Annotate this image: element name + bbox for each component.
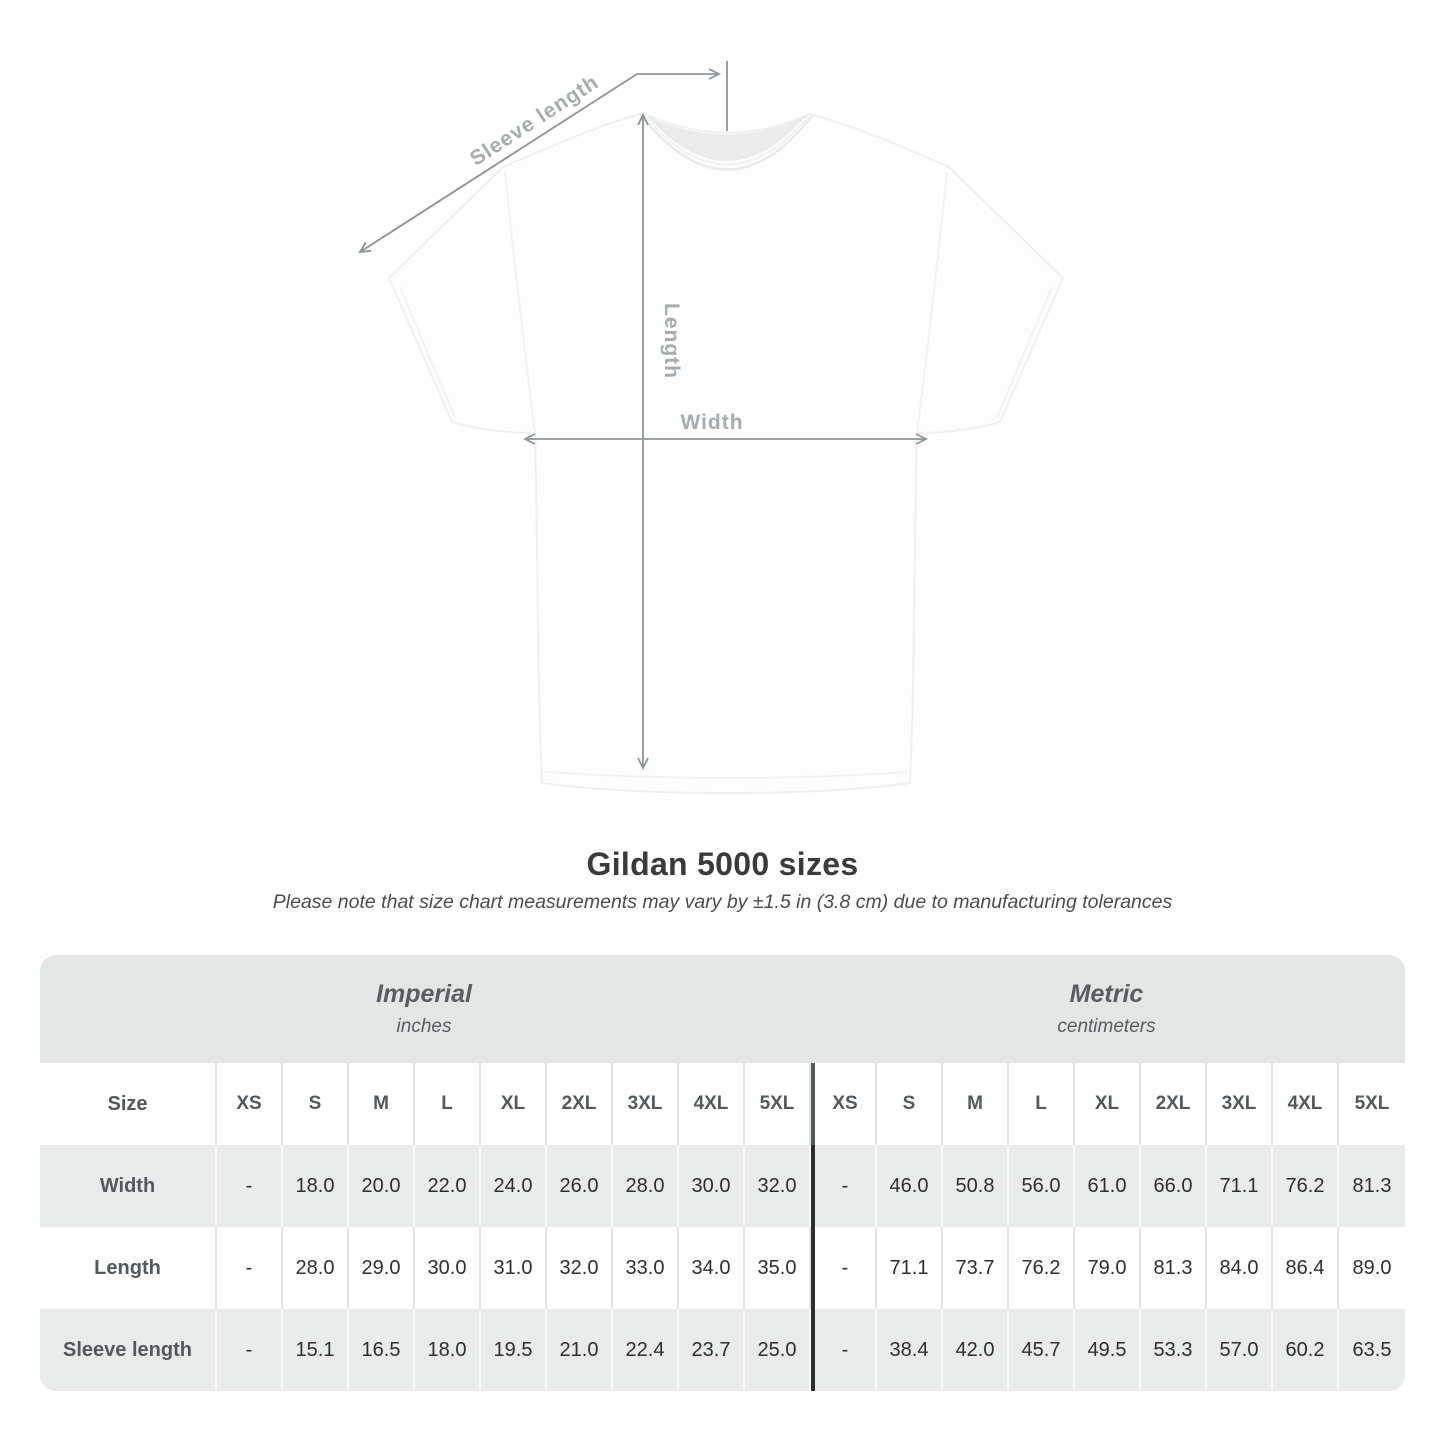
value-cell-imperial: 20.0: [349, 1145, 415, 1227]
size-column-header-imperial: 2XL: [547, 1063, 613, 1145]
value-cell-metric: 71.1: [877, 1227, 943, 1309]
value-cell-imperial: 33.0: [613, 1227, 679, 1309]
row-label: Sleeve length: [40, 1309, 217, 1391]
value-cell-metric: 84.0: [1207, 1227, 1273, 1309]
value-cell-metric: 56.0: [1009, 1145, 1075, 1227]
value-cell-metric: 63.5: [1339, 1309, 1405, 1391]
sleeve-length-dimension-line: [358, 61, 728, 254]
size-grid: Size XS S M L XL 2XL 3XL 4XL 5XL XS S M L XL 2XL 3XL 4XL 5…: [40, 1063, 1405, 1391]
tshirt-illustration: [387, 111, 1065, 795]
value-cell-metric: 61.0: [1075, 1145, 1141, 1227]
size-column-header-imperial: 4XL: [679, 1063, 745, 1145]
size-column-header-metric: XL: [1075, 1063, 1141, 1145]
imperial-group-header: Imperial inches: [40, 955, 808, 1063]
value-cell-imperial: 22.0: [415, 1145, 481, 1227]
value-cell-imperial: -: [217, 1309, 283, 1391]
size-column-header-metric: M: [943, 1063, 1009, 1145]
value-cell-imperial: -: [217, 1227, 283, 1309]
value-cell-metric: 45.7: [1009, 1309, 1075, 1391]
value-cell-imperial: 15.1: [283, 1309, 349, 1391]
unit-group-header: Imperial inches Metric centimeters: [40, 955, 1405, 1063]
value-cell-imperial: -: [217, 1145, 283, 1227]
size-table: Imperial inches Metric centimeters Size X…: [40, 955, 1405, 1391]
page-title: Gildan 5000 sizes: [586, 846, 859, 882]
value-cell-metric: 76.2: [1273, 1145, 1339, 1227]
width-label: Width: [680, 411, 743, 434]
value-cell-metric: 66.0: [1141, 1145, 1207, 1227]
imperial-group-unit: inches: [396, 1016, 452, 1037]
size-column-header-metric: 4XL: [1273, 1063, 1339, 1145]
value-cell-metric: 49.5: [1075, 1309, 1141, 1391]
value-cell-metric: 71.1: [1207, 1145, 1273, 1227]
value-cell-imperial: 32.0: [547, 1227, 613, 1309]
metric-group-unit: centimeters: [1057, 1016, 1156, 1037]
value-cell-imperial: 16.5: [349, 1309, 415, 1391]
size-column-header-metric: L: [1009, 1063, 1075, 1145]
value-cell-imperial: 18.0: [283, 1145, 349, 1227]
size-column-header-imperial: XL: [481, 1063, 547, 1145]
size-column-header-imperial: M: [349, 1063, 415, 1145]
value-cell-imperial: 28.0: [283, 1227, 349, 1309]
value-cell-imperial: 35.0: [745, 1227, 811, 1309]
value-cell-metric: 57.0: [1207, 1309, 1273, 1391]
size-header: Size: [40, 1063, 217, 1145]
value-cell-metric: 53.3: [1141, 1309, 1207, 1391]
value-cell-imperial: 32.0: [745, 1145, 811, 1227]
value-cell-metric: 89.0: [1339, 1227, 1405, 1309]
value-cell-metric: 76.2: [1009, 1227, 1075, 1309]
value-cell-metric: 81.3: [1141, 1227, 1207, 1309]
row-label: Length: [40, 1227, 217, 1309]
value-cell-metric: 42.0: [943, 1309, 1009, 1391]
size-column-header-imperial: L: [415, 1063, 481, 1145]
value-cell-imperial: 30.0: [679, 1145, 745, 1227]
value-cell-imperial: 21.0: [547, 1309, 613, 1391]
value-cell-metric: -: [811, 1145, 877, 1227]
value-cell-metric: 81.3: [1339, 1145, 1405, 1227]
value-cell-imperial: 29.0: [349, 1227, 415, 1309]
tolerance-note: Please note that size chart measurements…: [272, 891, 1173, 913]
size-column-header-imperial: 5XL: [745, 1063, 811, 1145]
value-cell-imperial: 23.7: [679, 1309, 745, 1391]
size-column-header-metric: S: [877, 1063, 943, 1145]
value-cell-metric: 79.0: [1075, 1227, 1141, 1309]
value-cell-imperial: 25.0: [745, 1309, 811, 1391]
value-cell-imperial: 28.0: [613, 1145, 679, 1227]
value-cell-imperial: 19.5: [481, 1309, 547, 1391]
value-cell-imperial: 24.0: [481, 1145, 547, 1227]
size-column-header-metric: XS: [811, 1063, 877, 1145]
metric-group-title: Metric: [1069, 980, 1144, 1008]
value-cell-metric: -: [811, 1227, 877, 1309]
value-cell-metric: -: [811, 1309, 877, 1391]
value-cell-imperial: 26.0: [547, 1145, 613, 1227]
metric-group-header: Metric centimeters: [808, 955, 1405, 1063]
size-column-header-metric: 2XL: [1141, 1063, 1207, 1145]
value-cell-imperial: 31.0: [481, 1227, 547, 1309]
row-label: Width: [40, 1145, 217, 1227]
value-cell-imperial: 18.0: [415, 1309, 481, 1391]
length-label: Length: [660, 303, 683, 379]
value-cell-metric: 60.2: [1273, 1309, 1339, 1391]
value-cell-metric: 50.8: [943, 1145, 1009, 1227]
value-cell-metric: 46.0: [877, 1145, 943, 1227]
value-cell-metric: 38.4: [877, 1309, 943, 1391]
tshirt-size-diagram: Sleeve length Length Width: [358, 61, 1065, 795]
size-column-header-imperial: 3XL: [613, 1063, 679, 1145]
value-cell-imperial: 30.0: [415, 1227, 481, 1309]
value-cell-metric: 73.7: [943, 1227, 1009, 1309]
value-cell-imperial: 34.0: [679, 1227, 745, 1309]
size-column-header-imperial: S: [283, 1063, 349, 1145]
size-column-header-metric: 3XL: [1207, 1063, 1273, 1145]
size-column-header-metric: 5XL: [1339, 1063, 1405, 1145]
size-column-header-imperial: XS: [217, 1063, 283, 1145]
imperial-group-title: Imperial: [376, 980, 472, 1008]
value-cell-metric: 86.4: [1273, 1227, 1339, 1309]
value-cell-imperial: 22.4: [613, 1309, 679, 1391]
